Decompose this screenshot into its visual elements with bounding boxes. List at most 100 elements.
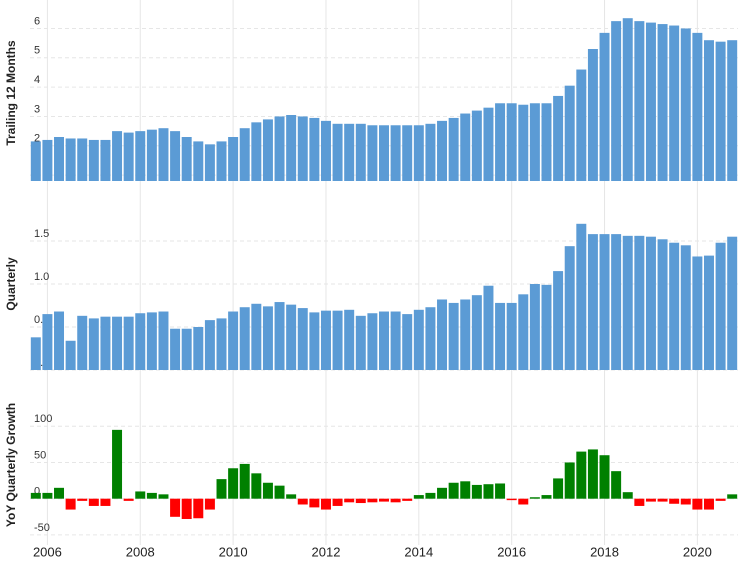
bar: [286, 115, 297, 181]
bar: [471, 110, 482, 181]
bar: [715, 498, 726, 501]
bar: [170, 131, 181, 181]
bar: [587, 449, 598, 499]
bar: [402, 498, 413, 501]
bar: [437, 487, 448, 499]
y-tick-label: 3: [34, 103, 40, 115]
bar: [483, 484, 494, 499]
bar: [390, 311, 401, 370]
x-tick-label: 2012: [312, 544, 341, 559]
bar: [355, 123, 366, 181]
y-tick-label: -50: [34, 522, 50, 534]
bar: [495, 103, 506, 181]
x-tick-label: 2014: [404, 544, 433, 559]
bar: [576, 223, 587, 370]
y-axis-label: YoY Quarterly Growth: [4, 403, 18, 527]
bar: [599, 234, 610, 370]
bar: [112, 131, 123, 181]
bar: [622, 492, 633, 499]
bar: [30, 492, 41, 499]
x-tick-label: 2016: [497, 544, 526, 559]
bar: [657, 24, 668, 181]
bar: [680, 498, 691, 505]
bar: [332, 123, 343, 181]
x-tick-label: 2010: [219, 544, 248, 559]
bar: [680, 28, 691, 181]
bar: [193, 327, 204, 370]
y-tick-label: 5: [34, 45, 40, 57]
bar: [77, 498, 88, 501]
bar: [344, 309, 355, 370]
bar: [100, 139, 111, 181]
bar: [727, 494, 738, 499]
bar: [146, 492, 157, 499]
bar: [576, 451, 587, 499]
bar: [657, 239, 668, 370]
bar: [669, 498, 680, 504]
bar: [146, 129, 157, 181]
bar: [344, 123, 355, 181]
bar: [727, 40, 738, 182]
bar: [309, 498, 320, 508]
bar: [332, 498, 343, 506]
bar: [42, 314, 53, 370]
bar: [483, 107, 494, 181]
bar: [286, 304, 297, 370]
y-tick-label: 50: [34, 449, 46, 461]
bar: [425, 307, 436, 370]
bar: [692, 32, 703, 181]
y-tick-label: 100: [34, 413, 52, 425]
bar: [402, 125, 413, 181]
bar: [77, 138, 88, 181]
bar: [448, 482, 459, 499]
bar: [413, 125, 424, 181]
bar: [634, 21, 645, 182]
bar: [703, 498, 714, 510]
bar: [379, 498, 389, 502]
bar: [193, 141, 204, 181]
bar: [727, 236, 738, 370]
bar: [692, 498, 703, 510]
bar: [460, 481, 471, 499]
bar: [30, 337, 41, 370]
bar: [320, 310, 331, 370]
bar: [425, 492, 436, 499]
bar: [204, 144, 215, 181]
bar: [564, 246, 575, 370]
bar: [42, 139, 53, 181]
bar: [274, 116, 285, 181]
bar: [251, 473, 262, 499]
bar: [274, 485, 285, 499]
bar: [413, 495, 424, 499]
bar: [228, 468, 239, 499]
bar: [65, 138, 76, 181]
bar: [622, 18, 633, 182]
bar: [541, 103, 552, 181]
bar: [541, 284, 552, 370]
bar: [112, 429, 123, 499]
bar: [587, 49, 598, 181]
bar: [100, 316, 111, 370]
bar: [367, 498, 378, 503]
y-tick-label: 0: [34, 486, 40, 498]
bar: [216, 141, 227, 181]
bar: [88, 318, 99, 370]
bar: [448, 117, 459, 181]
bar: [379, 125, 389, 181]
bar: [529, 103, 540, 181]
bar: [471, 295, 482, 370]
bar: [645, 236, 656, 370]
bar: [239, 463, 250, 499]
bar: [146, 312, 157, 370]
bar: [553, 478, 564, 499]
bar: [692, 256, 703, 370]
bar: [123, 498, 134, 501]
bar: [518, 294, 529, 370]
bar: [390, 498, 401, 503]
bar: [518, 498, 529, 505]
bar: [529, 497, 540, 499]
x-tick-label: 2018: [590, 544, 619, 559]
bar: [332, 310, 343, 370]
bar: [251, 303, 262, 370]
x-tick-label: 2020: [683, 544, 712, 559]
